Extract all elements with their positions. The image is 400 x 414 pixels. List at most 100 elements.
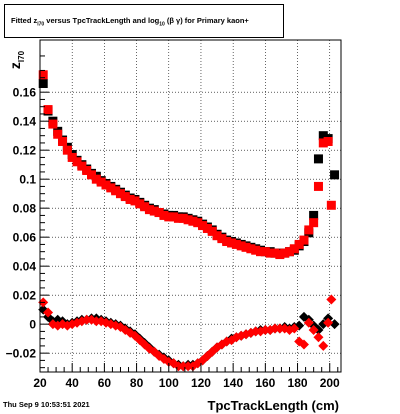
data-marks [38, 70, 340, 372]
y-axis-label-main: z [7, 62, 23, 69]
data-point-square [280, 248, 290, 258]
x-axis-label: TpcTrackLength (cm) [208, 398, 339, 413]
data-point-square [246, 244, 256, 254]
data-point-diamond [120, 324, 131, 335]
data-point-square [106, 183, 116, 193]
y-axis-label: zl70 [7, 50, 26, 69]
data-point-square [159, 210, 169, 220]
data-point-square [260, 247, 270, 257]
title-suffix: (β γ) for Primary kaon+ [164, 16, 249, 25]
data-point-square [275, 250, 285, 260]
data-point-square [154, 208, 164, 218]
data-point-square [48, 119, 58, 129]
data-point-square [43, 105, 53, 115]
data-point-square [111, 186, 121, 196]
x-tick-label: 80 [130, 376, 144, 390]
data-point-square [38, 78, 48, 88]
data-point-square [125, 194, 135, 204]
y-tick-label: 0.04 [13, 260, 37, 274]
chart-title-box: Fitted zl70 versus TpcTrackLength and lo… [4, 4, 284, 38]
data-point-diamond [289, 323, 300, 334]
data-point-square [212, 231, 222, 241]
data-point-square [294, 239, 304, 249]
data-point-square [130, 196, 140, 206]
data-point-square [202, 223, 212, 233]
y-tick-label: −0.02 [6, 347, 37, 361]
data-point-square [87, 170, 97, 180]
y-tick-label: 0.14 [13, 115, 37, 129]
x-tick-label: 60 [98, 376, 112, 390]
y-tick-label: 0.06 [13, 231, 37, 245]
data-point-square [53, 129, 63, 139]
x-tick-label: 140 [223, 376, 243, 390]
data-point-square [265, 248, 275, 258]
data-point-square [289, 244, 299, 254]
data-point-square [188, 216, 198, 226]
data-point-square [193, 218, 203, 228]
data-point-square [323, 136, 333, 146]
data-point-square [241, 242, 251, 252]
data-point-square [91, 174, 101, 184]
data-point-square [299, 235, 309, 245]
data-point-square [67, 152, 77, 162]
data-point-diamond [326, 294, 337, 305]
data-point-square [318, 131, 328, 141]
data-point-square [144, 205, 154, 215]
data-point-square [96, 177, 106, 187]
data-point-square [140, 202, 150, 212]
timestamp-footer: Thu Sep 9 10:53:51 2021 [3, 400, 90, 409]
y-tick-label: 0.08 [13, 202, 37, 216]
data-point-square [101, 180, 111, 190]
title-prefix: Fitted z [11, 16, 38, 25]
y-tick-label: 0.1 [19, 173, 36, 187]
y-tick-label: 0 [29, 318, 36, 332]
tick-labels: 20 40 60 80 100 120 140 160 180 200 −0.02 0 0.02 0.04… [6, 86, 340, 390]
data-point-square [169, 212, 179, 222]
data-point-square [120, 192, 130, 202]
data-point-square [256, 247, 266, 257]
data-point-square [313, 181, 323, 191]
x-tick-label: 200 [320, 376, 340, 390]
y-tick-label: 0.12 [13, 144, 37, 158]
y-tick-label: 0.02 [13, 289, 37, 303]
data-point-diamond [298, 339, 309, 350]
data-point-square [304, 225, 314, 235]
data-point-diamond [323, 317, 334, 328]
data-point-diamond [313, 332, 324, 343]
chart-title: Fitted zl70 versus TpcTrackLength and lo… [11, 16, 249, 28]
data-point-square [330, 170, 340, 180]
data-point-square [198, 221, 208, 231]
y-axis-label-sub: l70 [17, 50, 26, 62]
data-point-square [135, 199, 145, 209]
data-point-square [231, 239, 241, 249]
data-point-square [38, 70, 48, 80]
plot-frame [39, 39, 342, 373]
data-point-square [309, 210, 319, 220]
title-sub-log10: 10 [159, 21, 165, 28]
data-point-diamond [303, 317, 314, 328]
title-sub-l70: l70 [37, 21, 45, 28]
data-point-square [178, 213, 188, 223]
data-point-square [222, 237, 232, 247]
data-point-square [173, 213, 183, 223]
data-point-square [313, 154, 323, 164]
data-point-square [82, 165, 92, 175]
axis-ticks [39, 55, 339, 372]
x-tick-label: 40 [66, 376, 80, 390]
data-point-square [270, 248, 280, 258]
title-middle: versus TpcTrackLength and log [44, 16, 160, 25]
data-point-square [115, 189, 125, 199]
x-tick-label: 100 [159, 376, 179, 390]
x-tick-label: 20 [33, 376, 47, 390]
y-tick-label: 0.16 [13, 86, 37, 100]
data-point-diamond [308, 324, 319, 335]
data-point-square [58, 136, 68, 146]
data-point-square [207, 226, 217, 236]
data-point-square [183, 215, 193, 225]
data-point-square [309, 218, 319, 228]
data-point-square [72, 157, 82, 167]
data-point-square [251, 245, 261, 255]
data-point-square [77, 161, 87, 171]
x-tick-label: 160 [255, 376, 275, 390]
